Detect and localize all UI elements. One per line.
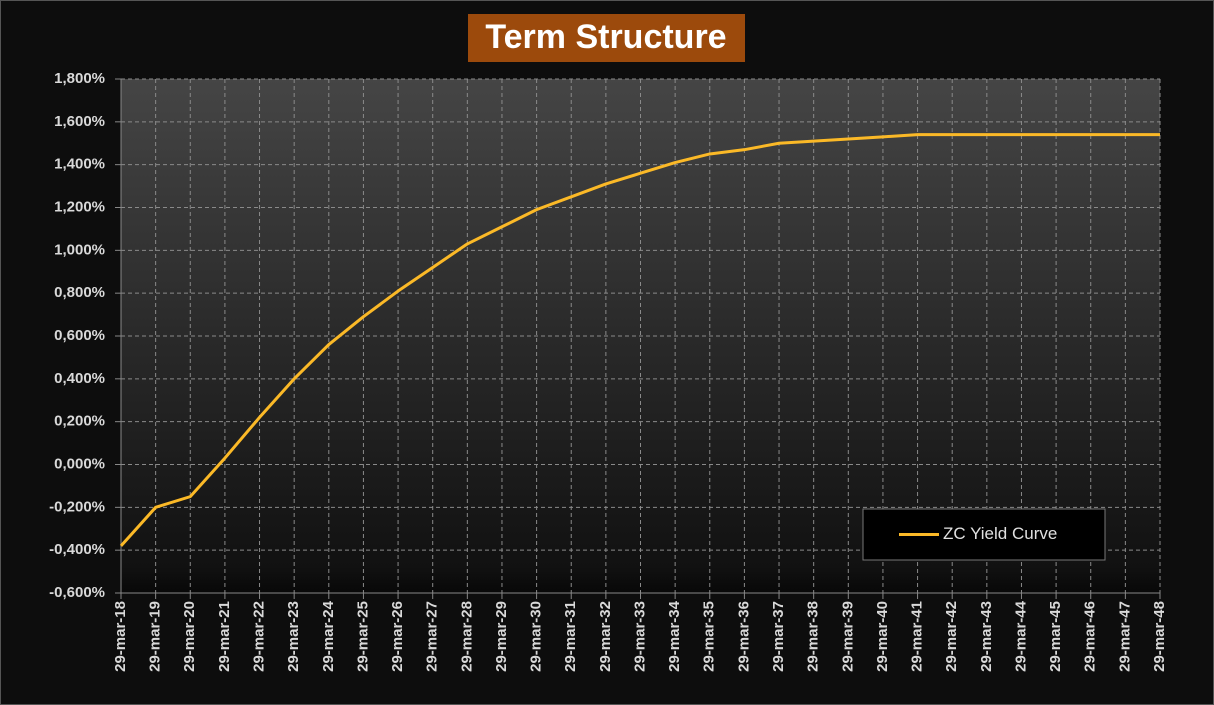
x-tick-label: 29-mar-47 xyxy=(1116,601,1133,672)
x-tick-label: 29-mar-24 xyxy=(320,600,337,672)
x-tick-label: 29-mar-21 xyxy=(216,601,233,672)
x-tick-label: 29-mar-37 xyxy=(770,601,787,672)
x-tick-label: 29-mar-33 xyxy=(631,601,648,672)
line xyxy=(119,133,1160,547)
y-tick-label: 1,400% xyxy=(54,156,105,173)
x-tick-label: 29-mar-36 xyxy=(735,601,752,672)
x-tick-label: 29-mar-26 xyxy=(389,601,406,672)
title-box xyxy=(468,14,745,62)
x-tick-label: 29-mar-44 xyxy=(1012,600,1029,672)
y-tick-label: -0,600% xyxy=(49,584,105,601)
x-tick-label: 29-mar-27 xyxy=(424,601,441,672)
y-tick-label: 0,400% xyxy=(54,370,105,387)
x-tick-label: 29-mar-23 xyxy=(285,601,302,672)
x-tick-label: 29-mar-48 xyxy=(1151,601,1168,672)
y-tick-label: 1,600% xyxy=(54,113,105,130)
x-tick-label: 29-mar-35 xyxy=(701,601,718,672)
x-tick-label: 29-mar-19 xyxy=(147,601,164,672)
x-tick-label: 29-mar-40 xyxy=(874,601,891,672)
y-tick-label: 0,200% xyxy=(54,413,105,430)
x-tick-label: 29-mar-32 xyxy=(597,601,614,672)
y-tick-label: -0,200% xyxy=(49,498,105,515)
x-tick-label: 29-mar-39 xyxy=(839,601,856,672)
x-tick-label: 29-mar-28 xyxy=(458,601,475,672)
legend-label: ZC Yield Curve xyxy=(943,524,1057,543)
x-tick-label: 29-mar-22 xyxy=(251,601,268,672)
x-tick-label: 29-mar-38 xyxy=(805,601,822,672)
x-tick-label: 29-mar-30 xyxy=(528,601,545,672)
x-tick-label: 29-mar-42 xyxy=(943,601,960,672)
x-tick-label: 29-mar-29 xyxy=(493,601,510,672)
x-tick-label: 29-mar-18 xyxy=(112,601,129,672)
x-tick-label: 29-mar-45 xyxy=(1047,601,1064,672)
x-tick-label: 29-mar-31 xyxy=(562,601,579,672)
y-tick-label: 0,600% xyxy=(54,327,105,344)
y-tick-label: 1,200% xyxy=(54,198,105,215)
x-tick-label: 29-mar-20 xyxy=(181,601,198,672)
y-tick-label: 0,000% xyxy=(54,455,105,472)
x-tick-label: 29-mar-41 xyxy=(909,601,926,672)
y-tick-label: -0,400% xyxy=(49,541,105,558)
x-tick-label: 29-mar-43 xyxy=(978,601,995,672)
y-tick-label: 0,800% xyxy=(54,284,105,301)
x-tick-label: 29-mar-25 xyxy=(354,601,371,672)
chart-title: Term Structure xyxy=(485,18,726,56)
x-tick-label: 29-mar-46 xyxy=(1082,601,1099,672)
y-tick-label: 1,000% xyxy=(54,241,105,258)
y-tick-label: 1,800% xyxy=(54,70,105,87)
x-tick-label: 29-mar-34 xyxy=(666,600,683,672)
